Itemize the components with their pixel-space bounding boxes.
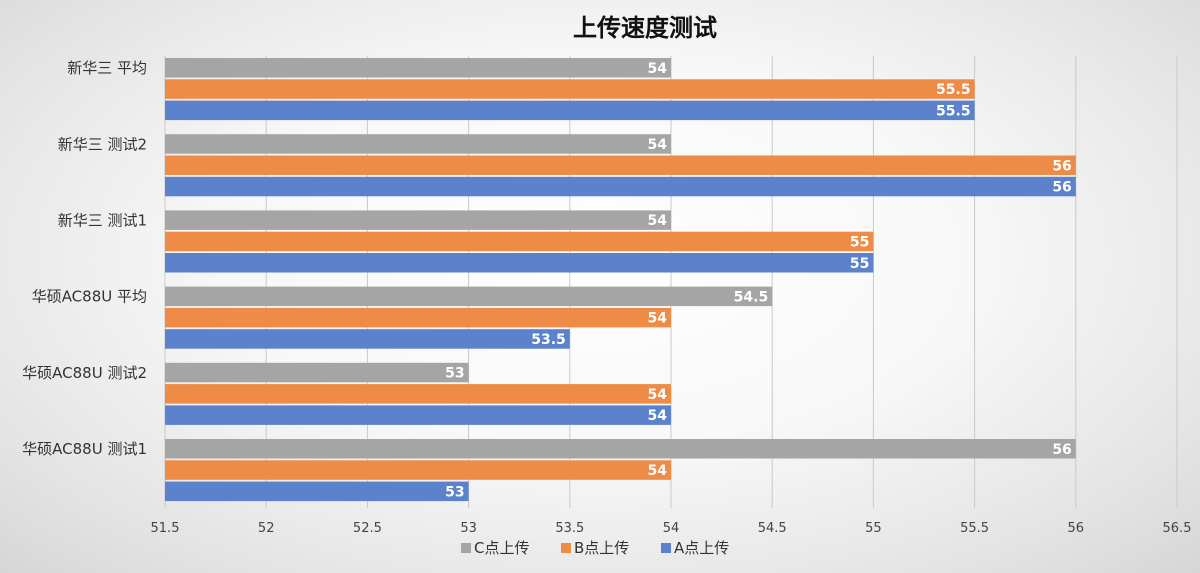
data-label: 53 — [445, 484, 464, 500]
x-tick-label: 53 — [460, 521, 477, 536]
data-label: 55.5 — [936, 103, 971, 119]
category-label: 华硕AC88U 测试2 — [22, 364, 147, 382]
category-label: 华硕AC88U 平均 — [32, 288, 147, 306]
bar — [165, 286, 773, 307]
data-label: 53.5 — [531, 332, 566, 348]
x-tick-label: 56.5 — [1163, 521, 1192, 536]
bar — [165, 307, 671, 328]
bar — [165, 176, 1076, 197]
bar — [165, 155, 1076, 175]
data-label: 54 — [648, 213, 668, 229]
bar — [165, 439, 1076, 459]
data-label: 54 — [648, 137, 668, 153]
chart-title: 上传速度测试 — [573, 14, 717, 42]
category-label: 新华三 测试1 — [58, 211, 147, 229]
data-label: 55 — [850, 234, 869, 250]
legend-label: A点上传 — [674, 539, 729, 557]
data-label: 54 — [648, 311, 668, 327]
x-tick-label: 52.5 — [353, 521, 382, 536]
x-tick-label: 51.5 — [151, 521, 180, 536]
legend-label: B点上传 — [574, 539, 629, 557]
data-label: 55.5 — [936, 82, 971, 98]
x-tick-label: 53.5 — [555, 521, 584, 536]
data-label: 54 — [648, 387, 668, 403]
bar — [165, 100, 975, 121]
bar — [165, 460, 671, 480]
data-label: 54.5 — [734, 289, 769, 305]
category-label: 新华三 平均 — [67, 59, 147, 77]
x-tick-label: 54.5 — [758, 521, 787, 536]
bar — [165, 231, 874, 252]
data-label: 56 — [1052, 158, 1071, 174]
bar — [165, 253, 874, 273]
x-tick-label: 54 — [663, 521, 680, 536]
legend-swatch — [461, 543, 471, 553]
x-tick-label: 52 — [258, 521, 275, 536]
data-label: 54 — [648, 408, 668, 424]
data-label: 53 — [445, 366, 464, 382]
category-label: 华硕AC88U 测试1 — [22, 440, 147, 458]
data-label: 55 — [850, 256, 869, 272]
bar — [165, 134, 671, 154]
data-label: 56 — [1052, 180, 1071, 196]
bar — [165, 79, 975, 99]
category-label: 新华三 测试2 — [58, 135, 147, 153]
data-label: 54 — [648, 61, 668, 77]
bar — [165, 405, 671, 425]
legend-label: C点上传 — [474, 539, 529, 557]
bar — [165, 481, 469, 502]
x-tick-label: 55 — [865, 521, 882, 536]
bar — [165, 58, 671, 78]
data-label: 56 — [1052, 442, 1071, 458]
legend-swatch — [661, 543, 671, 553]
legend-swatch — [561, 543, 571, 553]
x-tick-label: 56 — [1068, 521, 1085, 536]
data-label: 54 — [648, 463, 668, 479]
bar — [165, 329, 570, 349]
x-tick-label: 55.5 — [960, 521, 989, 536]
bar — [165, 362, 469, 383]
bar — [165, 384, 671, 404]
bar — [165, 210, 671, 230]
